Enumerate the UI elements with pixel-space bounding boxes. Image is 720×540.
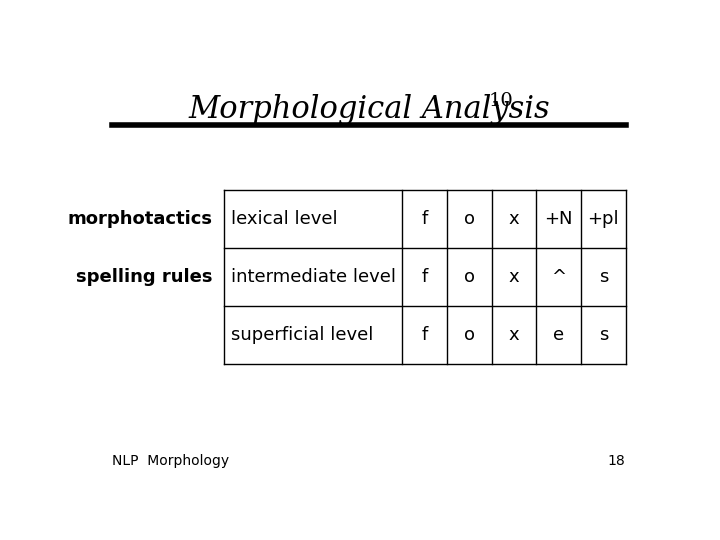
Text: spelling rules: spelling rules — [76, 268, 213, 286]
Text: e: e — [553, 326, 564, 344]
Text: +pl: +pl — [588, 210, 619, 228]
Text: NLP  Morphology: NLP Morphology — [112, 454, 230, 468]
Text: 18: 18 — [608, 454, 626, 468]
Text: o: o — [464, 268, 475, 286]
Text: x: x — [509, 210, 519, 228]
Text: f: f — [422, 268, 428, 286]
Text: x: x — [509, 268, 519, 286]
Text: x: x — [509, 326, 519, 344]
Text: ^: ^ — [551, 268, 567, 286]
Text: lexical level: lexical level — [230, 210, 337, 228]
Text: intermediate level: intermediate level — [230, 268, 395, 286]
Text: s: s — [598, 326, 608, 344]
Text: f: f — [422, 210, 428, 228]
Text: 10: 10 — [489, 92, 514, 110]
Text: s: s — [598, 268, 608, 286]
Text: o: o — [464, 210, 475, 228]
Text: +N: +N — [544, 210, 573, 228]
Text: morphotactics: morphotactics — [68, 210, 213, 228]
Text: f: f — [422, 326, 428, 344]
Text: o: o — [464, 326, 475, 344]
Text: superficial level: superficial level — [230, 326, 373, 344]
Text: Morphological Analysis: Morphological Analysis — [188, 94, 550, 125]
